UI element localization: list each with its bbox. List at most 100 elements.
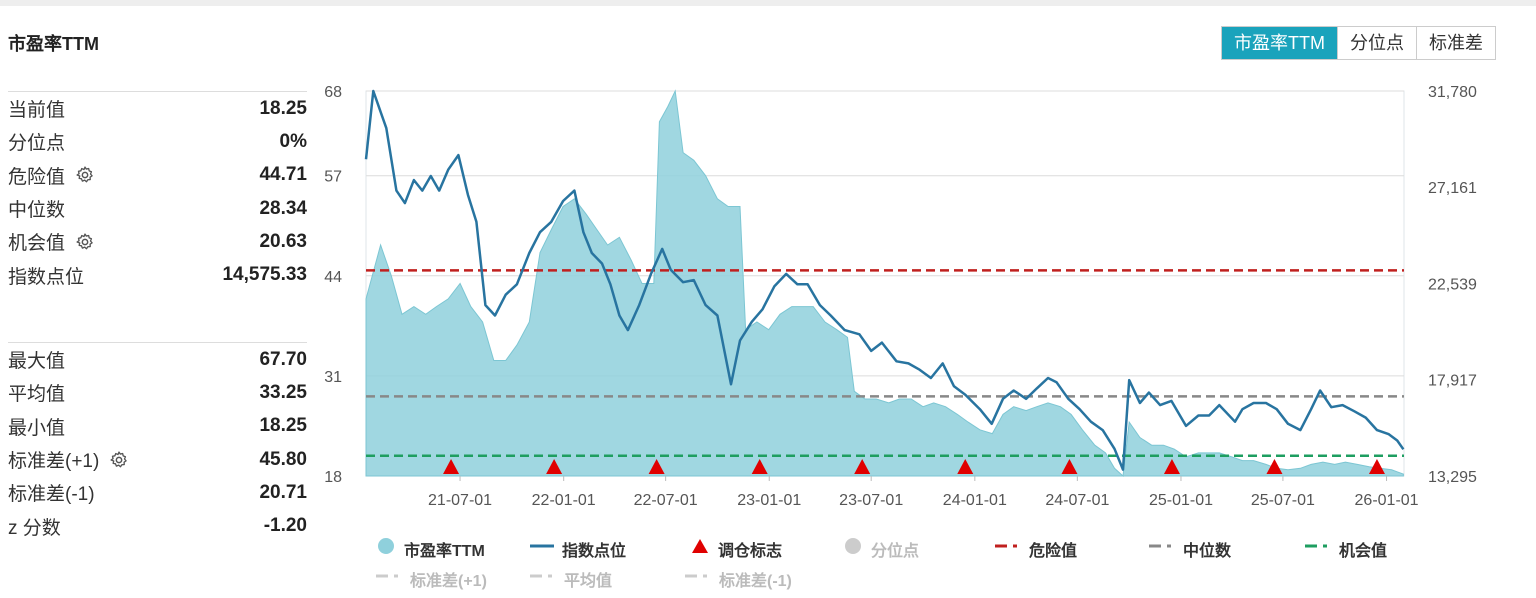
right-axis-tick: 17,917 [1428, 373, 1477, 390]
gear-icon[interactable] [65, 165, 95, 185]
stat-value: 44.71 [259, 164, 307, 186]
stat-label: 当前值 [8, 95, 65, 122]
dash-icon [376, 566, 402, 591]
stat-label: 指数点位 [8, 262, 84, 289]
stats-panel-bottom: 最大值 67.70 平均值 33.25 最小值 18.25 标准差(+1) 45.80 标准差(… [8, 342, 307, 543]
stat-label: 危险值 [8, 162, 95, 189]
stat-value: 67.70 [259, 348, 307, 370]
line-icon [530, 536, 554, 561]
stat-label-text: 当前值 [8, 100, 66, 122]
x-axis-tick: 22-07-01 [634, 492, 698, 509]
left-axis-tick: 57 [324, 169, 342, 186]
stat-label-text: 最大值 [8, 351, 66, 373]
legend-item[interactable]: 标准差(-1) [685, 566, 792, 591]
legend-item[interactable]: 市盈率TTM [376, 536, 485, 561]
tab-std-dev[interactable]: 标准差 [1415, 27, 1495, 59]
circle-icon [843, 536, 863, 561]
stat-value: 18.25 [259, 97, 307, 119]
legend-label: 危险值 [1029, 542, 1078, 560]
stat-row: 危险值 44.71 [8, 159, 307, 192]
tab-pe-ttm[interactable]: 市盈率TTM [1222, 27, 1337, 59]
left-axis-tick: 68 [324, 84, 342, 101]
legend-item[interactable]: 指数点位 [530, 536, 626, 561]
legend-label: 指数点位 [562, 542, 627, 560]
stat-label: z 分数 [8, 513, 61, 540]
x-axis-tick: 24-01-01 [943, 492, 1007, 509]
stat-value: 0% [279, 130, 307, 152]
x-axis-tick: 22-01-01 [532, 492, 596, 509]
stat-row: 机会值 20.63 [8, 225, 307, 258]
legend-item[interactable]: 危险值 [995, 536, 1077, 561]
left-axis-tick: 44 [324, 269, 342, 286]
gear-icon[interactable] [99, 450, 129, 470]
stat-row: 指数点位 14,575.33 [8, 258, 307, 291]
legend-label: 标准差(-1) [719, 572, 792, 590]
index-line-series [364, 89, 1405, 471]
stat-label-text: 机会值 [8, 233, 66, 255]
stat-label-text: 平均值 [8, 384, 66, 406]
stat-label-text: 标准差(+1) [8, 451, 100, 473]
stat-value: 18.25 [259, 415, 307, 437]
dash-icon [685, 566, 711, 591]
stat-value: 28.34 [259, 197, 307, 219]
stat-value: -1.20 [263, 515, 307, 537]
triangle-icon [690, 536, 710, 561]
stat-label-text: 指数点位 [8, 266, 85, 288]
stat-label-text: 中位数 [8, 200, 66, 222]
rebalance-marker [1061, 459, 1078, 474]
gear-icon[interactable] [65, 232, 95, 252]
rebalance-marker [1163, 459, 1180, 474]
x-axis-tick: 26-01-01 [1355, 492, 1419, 509]
legend-label: 平均值 [564, 572, 613, 590]
x-axis-tick: 23-07-01 [839, 492, 903, 509]
stat-row: 标准差(+1) 45.80 [8, 443, 307, 476]
tab-percentile[interactable]: 分位点 [1336, 27, 1416, 59]
rebalance-marker [957, 459, 974, 474]
x-axis-tick: 25-01-01 [1149, 492, 1213, 509]
dash-icon [1149, 536, 1175, 561]
dash-icon [1305, 536, 1331, 561]
legend-item[interactable]: 平均值 [530, 566, 612, 591]
stat-label: 标准差(-1) [8, 479, 95, 506]
rebalance-marker [1266, 459, 1283, 474]
stat-value: 33.25 [259, 381, 307, 403]
x-axis-tick: 24-07-01 [1045, 492, 1109, 509]
legend-item[interactable]: 机会值 [1305, 536, 1387, 561]
stat-row: 最小值 18.25 [8, 410, 307, 443]
legend-item[interactable]: 标准差(+1) [376, 566, 487, 591]
x-axis-tick: 21-07-01 [428, 492, 492, 509]
stat-label: 平均值 [8, 379, 65, 406]
stat-value: 20.63 [259, 230, 307, 252]
legend-label: 市盈率TTM [404, 542, 485, 560]
dash-icon [995, 536, 1021, 561]
legend-label: 机会值 [1339, 542, 1388, 560]
stat-row: 中位数 28.34 [8, 192, 307, 225]
legend-label: 调仓标志 [718, 542, 783, 560]
stat-label: 机会值 [8, 228, 95, 255]
stat-label-text: 分位点 [8, 133, 66, 155]
page-title: 市盈率TTM [8, 34, 99, 54]
legend-item[interactable]: 分位点 [843, 536, 919, 561]
stat-label-text: z 分数 [8, 517, 61, 539]
stat-label: 中位数 [8, 195, 65, 222]
stat-label-text: 最小值 [8, 417, 66, 439]
rebalance-marker [854, 459, 871, 474]
right-axis-tick: 27,161 [1428, 180, 1477, 197]
legend-label: 中位数 [1183, 542, 1232, 560]
rebalance-marker [443, 459, 460, 474]
stat-row: 最大值 67.70 [8, 343, 307, 376]
stat-value: 20.71 [259, 481, 307, 503]
right-axis-tick: 22,539 [1428, 276, 1477, 293]
stat-value: 45.80 [259, 448, 307, 470]
view-tabs: 市盈率TTM 分位点 标准差 [1221, 26, 1496, 60]
stat-row: 标准差(-1) 20.71 [8, 476, 307, 509]
legend-item[interactable]: 调仓标志 [690, 536, 782, 561]
left-axis-tick: 18 [324, 469, 342, 486]
left-axis-tick: 31 [324, 369, 342, 386]
rebalance-marker [1368, 459, 1385, 474]
top-border [0, 0, 1536, 6]
legend-item[interactable]: 中位数 [1149, 536, 1231, 561]
stat-label: 最小值 [8, 413, 65, 440]
stat-row: z 分数 -1.20 [8, 509, 307, 542]
legend-label: 分位点 [871, 542, 920, 560]
